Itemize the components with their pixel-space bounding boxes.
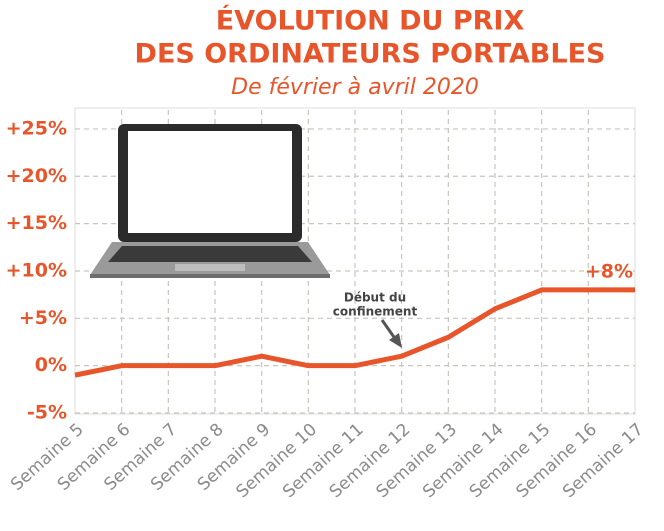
- annotation: confinement: [333, 305, 418, 319]
- y-tick-label: +15%: [6, 212, 67, 234]
- chart-title: DES ORDINATEURS PORTABLES: [135, 39, 606, 70]
- chart-title: ÉVOLUTION DU PRIX: [216, 5, 525, 37]
- y-tick-label: +5%: [19, 307, 67, 329]
- y-tick-label: -5%: [27, 402, 67, 424]
- annotation-arrowhead: [389, 333, 402, 348]
- y-tick-label: +20%: [6, 165, 67, 187]
- annotation-arrow: [380, 319, 398, 341]
- laptop: [90, 124, 330, 278]
- data-label: +8%: [585, 260, 633, 282]
- y-tick-label: +10%: [6, 259, 67, 281]
- y-tick-label: 0%: [35, 354, 67, 376]
- y-tick-label: +25%: [6, 117, 67, 139]
- chart-subtitle: De février à avril 2020: [231, 75, 479, 100]
- annotation: Début du: [344, 291, 406, 305]
- x-tick-label: Semaine 17: [559, 420, 648, 503]
- data-line: [74, 287, 635, 378]
